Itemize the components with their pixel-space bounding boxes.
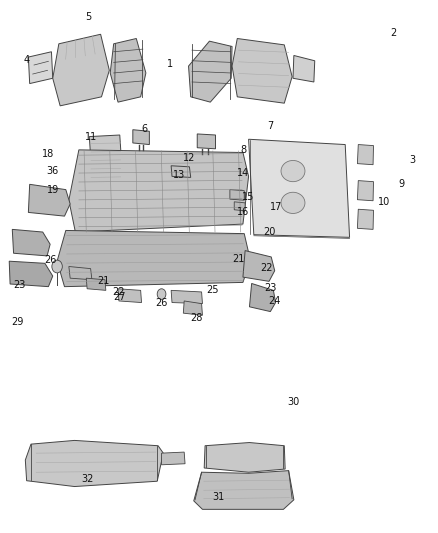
Text: 13: 13 bbox=[173, 171, 185, 180]
Text: 22: 22 bbox=[113, 287, 125, 297]
Text: 12: 12 bbox=[183, 153, 196, 163]
Polygon shape bbox=[357, 181, 374, 201]
Text: 11: 11 bbox=[85, 132, 97, 142]
Text: 8: 8 bbox=[240, 145, 247, 155]
Text: 9: 9 bbox=[399, 179, 405, 189]
Text: 19: 19 bbox=[46, 184, 59, 195]
Text: 14: 14 bbox=[237, 168, 249, 177]
Polygon shape bbox=[28, 52, 53, 84]
Text: 25: 25 bbox=[206, 285, 219, 295]
Polygon shape bbox=[171, 290, 202, 304]
Polygon shape bbox=[250, 284, 276, 312]
Polygon shape bbox=[86, 278, 106, 290]
Text: 20: 20 bbox=[264, 227, 276, 237]
Polygon shape bbox=[12, 229, 50, 256]
Text: 10: 10 bbox=[378, 197, 391, 207]
Polygon shape bbox=[53, 34, 110, 106]
Polygon shape bbox=[249, 139, 350, 237]
Polygon shape bbox=[232, 38, 292, 103]
Text: 16: 16 bbox=[237, 207, 250, 217]
Text: 26: 26 bbox=[44, 255, 57, 265]
Polygon shape bbox=[171, 166, 191, 177]
Polygon shape bbox=[197, 134, 215, 149]
Polygon shape bbox=[357, 144, 374, 165]
Polygon shape bbox=[234, 202, 245, 211]
Text: 29: 29 bbox=[12, 317, 24, 327]
Polygon shape bbox=[184, 301, 202, 316]
Polygon shape bbox=[162, 452, 185, 465]
Text: 6: 6 bbox=[141, 124, 147, 134]
Polygon shape bbox=[357, 209, 374, 229]
Text: 15: 15 bbox=[242, 191, 254, 201]
Text: 23: 23 bbox=[264, 282, 276, 293]
Text: 4: 4 bbox=[24, 55, 30, 64]
Text: 17: 17 bbox=[270, 202, 283, 212]
Polygon shape bbox=[89, 135, 123, 190]
Text: 1: 1 bbox=[167, 59, 173, 69]
Text: 26: 26 bbox=[155, 297, 168, 308]
Polygon shape bbox=[243, 251, 275, 281]
Polygon shape bbox=[133, 130, 149, 144]
Polygon shape bbox=[25, 440, 163, 487]
Text: 23: 23 bbox=[14, 280, 26, 290]
Text: 36: 36 bbox=[46, 166, 59, 176]
Text: 7: 7 bbox=[267, 121, 273, 131]
Text: 30: 30 bbox=[287, 397, 299, 407]
Polygon shape bbox=[69, 150, 249, 232]
Text: 22: 22 bbox=[260, 263, 272, 273]
Polygon shape bbox=[293, 55, 315, 82]
Text: 31: 31 bbox=[212, 492, 224, 502]
Polygon shape bbox=[194, 471, 294, 510]
Text: 27: 27 bbox=[113, 292, 126, 302]
Text: 21: 21 bbox=[233, 254, 245, 264]
Polygon shape bbox=[188, 41, 232, 102]
Text: 5: 5 bbox=[85, 12, 92, 22]
Text: 18: 18 bbox=[42, 149, 54, 159]
Text: 32: 32 bbox=[81, 474, 94, 483]
Polygon shape bbox=[118, 289, 141, 303]
Polygon shape bbox=[204, 442, 285, 472]
Polygon shape bbox=[110, 38, 146, 102]
Text: 24: 24 bbox=[268, 296, 281, 306]
Polygon shape bbox=[9, 261, 53, 287]
Text: 2: 2 bbox=[390, 28, 396, 38]
Polygon shape bbox=[28, 184, 70, 216]
Circle shape bbox=[157, 289, 166, 300]
Text: 21: 21 bbox=[97, 276, 110, 286]
Text: 28: 28 bbox=[190, 313, 202, 324]
Text: 3: 3 bbox=[410, 156, 416, 165]
Polygon shape bbox=[57, 230, 251, 287]
Polygon shape bbox=[69, 266, 92, 280]
Ellipse shape bbox=[281, 160, 305, 182]
Circle shape bbox=[52, 260, 62, 273]
Polygon shape bbox=[230, 190, 244, 200]
Ellipse shape bbox=[281, 192, 305, 214]
